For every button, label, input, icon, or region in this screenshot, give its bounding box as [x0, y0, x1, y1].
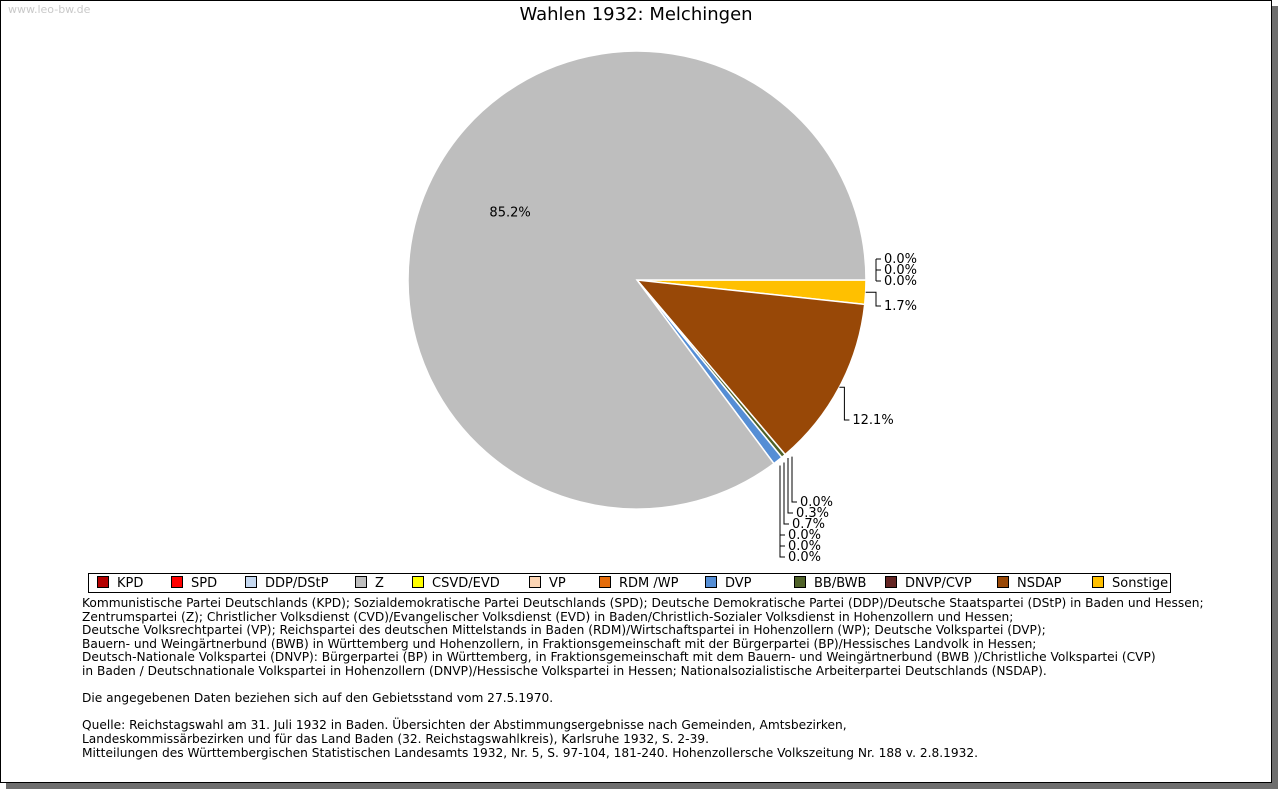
legend-label: VP [549, 576, 566, 591]
data-label-nsdap: 12.1% [852, 413, 893, 428]
notes: Kommunistische Partei Deutschlands (KPD)… [82, 596, 1252, 760]
data-label-ddp-dstp: 0.0% [884, 252, 917, 267]
data-label-sonstige: 1.7% [884, 299, 917, 314]
legend-item: DNVP/CVP [885, 576, 972, 592]
leader-sonstige [865, 291, 881, 307]
legend-label: BB/BWB [814, 576, 867, 591]
leader-nsdap [839, 386, 850, 421]
note-line: Bauern- und Weingärtnerbund (BWB) in Wür… [82, 636, 1037, 651]
legend-item: RDM /WP [599, 576, 678, 592]
leader-csvd-evd [779, 465, 785, 558]
legend-label: RDM /WP [619, 576, 679, 591]
leader-right-2 [875, 259, 881, 282]
data-label-csvd-evd: 0.0% [788, 550, 821, 565]
legend-item: NSDAP [997, 576, 1062, 592]
legend-label: SPD [191, 576, 218, 591]
watermark: www.leo-bw.de [8, 3, 91, 16]
leader-right-1 [875, 259, 881, 281]
legend-swatch [245, 576, 257, 588]
data-label-dvp: 0.7% [792, 517, 825, 532]
legend-label: Sonstige [1112, 576, 1169, 591]
data-label-vp: 0.0% [788, 539, 821, 554]
legend-item: Z [355, 576, 384, 592]
note-line: Landeskommissärbezirken und für das Land… [82, 731, 709, 746]
legend-swatch [794, 576, 806, 588]
legend-swatch [1092, 576, 1104, 588]
slice-z [407, 50, 867, 510]
note-line: Deutsch-Nationale Volkspartei (DNVP): Bü… [82, 650, 1156, 665]
legend-label: DNVP/CVP [905, 576, 972, 591]
note-line: in Baden / Deutschnationale Volkspartei … [82, 663, 1047, 678]
note-line: Quelle: Reichstagswahl am 31. Juli 1932 … [82, 718, 847, 733]
note-line: Zentrumspartei (Z); Christlicher Volksdi… [82, 609, 1014, 624]
data-label-bb-bwb: 0.3% [796, 506, 829, 521]
pie-chart: 85.2%0.0%0.0%0.0%1.7%12.1%0.0%0.3%0.7%0.… [407, 50, 917, 565]
legend-label: DDP/DStP [265, 576, 329, 591]
legend-item: DDP/DStP [245, 576, 328, 592]
note-line: Mitteilungen des Württembergischen Stati… [82, 745, 978, 760]
legend-swatch [355, 576, 367, 588]
leader-dvp [783, 462, 789, 525]
legend-item: CSVD/EVD [412, 576, 500, 592]
legend-swatch [97, 576, 109, 588]
note-line: Deutsche Volksrechtpartei (VP); Reichspa… [82, 623, 1046, 638]
legend-item: VP [529, 576, 566, 592]
legend-swatch [997, 576, 1009, 588]
legend: KPD SPD DDP/DStP Z CSVD/EVD VP RDM /WP DVP BB/BW… [88, 573, 1171, 593]
note-line: Die angegebenen Daten beziehen sich auf … [82, 691, 554, 706]
legend-item: Sonstige [1092, 576, 1168, 592]
leader-bb-bwb [787, 458, 793, 514]
chart-title: Wahlen 1932: Melchingen [519, 4, 753, 25]
data-label-kpd: 0.0% [884, 274, 917, 289]
note-line [82, 679, 1252, 693]
legend-swatch [529, 576, 541, 588]
legend-item: SPD [171, 576, 217, 592]
legend-swatch [885, 576, 897, 588]
legend-label: Z [375, 576, 384, 591]
legend-label: CSVD/EVD [432, 576, 500, 591]
note-line: Kommunistische Partei Deutschlands (KPD)… [82, 596, 1204, 610]
legend-item: BB/BWB [794, 576, 866, 592]
slice-nsdap [635, 279, 866, 456]
legend-item: KPD [97, 576, 143, 592]
legend-swatch [599, 576, 611, 588]
legend-swatch [705, 576, 717, 588]
legend-label: DVP [725, 576, 752, 591]
data-label-rdm-wp: 0.0% [788, 528, 821, 543]
leader-dnvp-cvp [791, 456, 797, 503]
data-label-z: 85.2% [489, 205, 530, 220]
data-label-spd: 0.0% [884, 263, 917, 278]
legend-label: NSDAP [1017, 576, 1062, 591]
legend-label: KPD [117, 576, 144, 591]
legend-swatch [171, 576, 183, 588]
legend-swatch [412, 576, 424, 588]
data-label-dnvp-cvp: 0.0% [800, 495, 833, 510]
legend-item: DVP [705, 576, 752, 592]
